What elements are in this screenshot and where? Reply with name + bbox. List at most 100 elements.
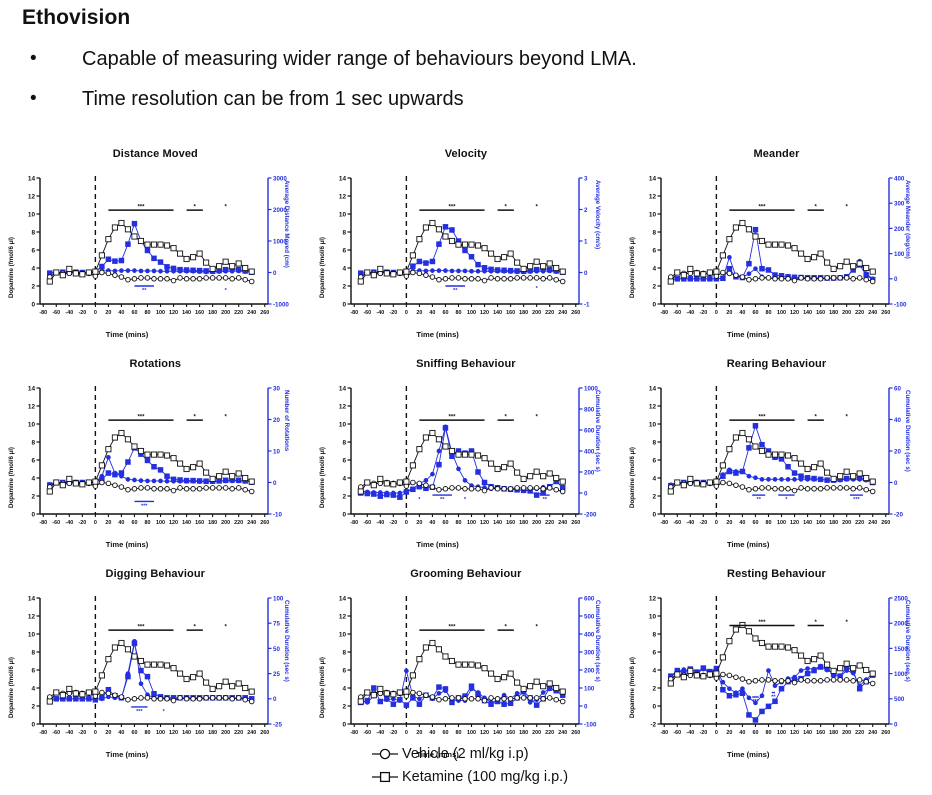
svg-text:60: 60 [894,385,901,392]
svg-text:12: 12 [649,403,657,410]
svg-text:*: * [224,625,227,631]
chart-title: Distance Moved [112,148,198,160]
x-axis-label: Time (mins) [416,540,459,549]
svg-text:10: 10 [338,631,346,638]
svg-text:100: 100 [584,685,595,692]
svg-text:***: *** [137,415,145,421]
svg-text:*: * [464,497,467,503]
svg-text:-40: -40 [65,310,73,316]
svg-text:12: 12 [338,403,346,410]
svg-text:*: * [815,620,818,626]
svg-text:-100: -100 [584,721,597,728]
svg-text:0: 0 [404,520,407,526]
svg-text:140: 140 [803,520,812,526]
svg-text:2500: 2500 [894,595,908,602]
svg-text:160: 160 [816,520,825,526]
svg-text:**: ** [142,288,147,294]
svg-text:120: 120 [169,730,178,736]
svg-text:-200: -200 [584,511,597,518]
chart-title: Digging Behaviour [105,568,206,580]
svg-text:200: 200 [532,520,541,526]
svg-text:180: 180 [519,310,528,316]
svg-text:160: 160 [506,520,515,526]
svg-text:140: 140 [182,520,191,526]
svg-text:6: 6 [31,247,35,254]
svg-text:*: * [846,620,849,626]
svg-text:-20: -20 [389,310,397,316]
x-axis-label: Time (mins) [726,330,770,339]
svg-text:-40: -40 [65,730,73,736]
svg-text:12: 12 [338,613,346,620]
svg-text:260: 260 [571,730,580,736]
svg-text:4: 4 [31,475,35,482]
svg-text:4: 4 [342,685,346,692]
svg-text:60: 60 [131,520,137,526]
svg-text:260: 260 [571,310,580,316]
svg-text:-80: -80 [39,520,47,526]
svg-text:100: 100 [777,520,786,526]
svg-text:40: 40 [894,417,901,424]
svg-text:0: 0 [715,520,718,526]
svg-text:20: 20 [727,730,733,736]
svg-text:-20: -20 [78,310,86,316]
left-axis-label: Dopamine (fmol/6 µl) [8,657,15,718]
chart-panel-resting: Resting Behaviour -2 0 2 4 6 8 10 12 0 500 1000 1500… [621,566,932,776]
svg-text:14: 14 [28,385,36,392]
svg-text:2: 2 [653,685,657,692]
svg-text:10: 10 [649,421,657,428]
svg-text:4: 4 [342,265,346,272]
svg-text:*: * [194,415,197,421]
svg-text:*: * [224,205,227,211]
svg-text:4: 4 [31,265,35,272]
svg-text:0: 0 [273,696,277,703]
list-item: • Capable of measuring wider range of be… [22,46,902,72]
svg-text:0: 0 [404,310,407,316]
x-axis-label: Time (mins) [105,540,149,549]
svg-text:***: *** [136,709,143,715]
svg-text:2: 2 [653,283,657,290]
chart-panel-rearing: Rearing Behaviour 0 2 4 6 8 10 12 14 -20 0 20 40 60 -8… [621,356,932,566]
svg-text:0: 0 [273,480,277,487]
svg-text:30: 30 [273,385,280,392]
svg-text:80: 80 [144,310,150,316]
svg-text:*: * [194,625,197,631]
svg-text:4: 4 [653,475,657,482]
svg-text:-20: -20 [78,520,86,526]
svg-text:120: 120 [790,520,799,526]
svg-text:10: 10 [338,421,346,428]
svg-text:12: 12 [28,613,36,620]
svg-text:200: 200 [842,730,851,736]
svg-text:*: * [535,415,538,421]
svg-text:8: 8 [31,439,35,446]
svg-text:120: 120 [480,730,489,736]
svg-text:100: 100 [156,310,165,316]
svg-text:14: 14 [649,385,657,392]
svg-text:-100: -100 [894,301,907,308]
svg-text:*: * [785,497,788,503]
svg-text:**: ** [440,497,445,503]
svg-text:60: 60 [131,730,137,736]
svg-text:*: * [815,205,818,211]
svg-text:2000: 2000 [894,621,908,628]
plot-area: 0 2 4 6 8 10 12 14 -100 0 100 200 300 400 500 600 -80 -60… [311,588,621,759]
svg-text:4: 4 [31,685,35,692]
chart-title: Rotations [129,358,182,370]
legend-label: Vehicle (2 ml/kg i.p) [402,745,529,762]
svg-text:*: * [535,205,538,211]
svg-text:180: 180 [829,310,838,316]
svg-text:2: 2 [31,703,35,710]
svg-text:8: 8 [342,229,346,236]
svg-text:-60: -60 [674,730,682,736]
svg-text:20: 20 [273,417,280,424]
svg-text:-20: -20 [78,730,86,736]
svg-text:180: 180 [208,520,217,526]
bullet-marker-icon: • [30,48,37,69]
svg-text:0: 0 [404,730,407,736]
svg-text:12: 12 [649,193,657,200]
svg-text:120: 120 [169,310,178,316]
svg-text:2: 2 [31,493,35,500]
left-axis-label: Dopamine (fmol/6 µl) [318,657,326,718]
svg-text:300: 300 [584,649,595,656]
svg-text:*: * [163,709,166,715]
svg-text:800: 800 [584,406,595,413]
